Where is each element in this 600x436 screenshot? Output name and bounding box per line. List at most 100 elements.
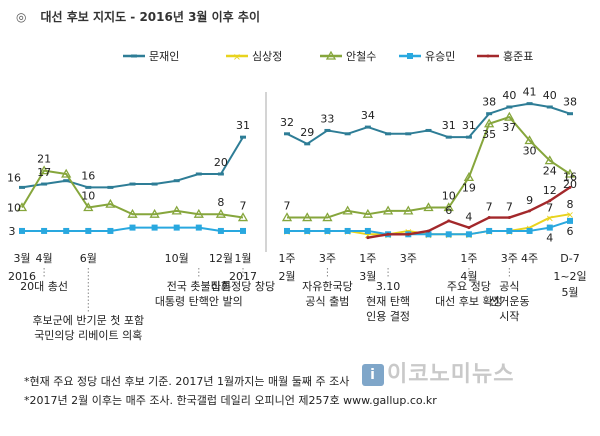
data-label: 6 — [567, 225, 574, 238]
x-tick-label: 4월 — [36, 252, 53, 265]
data-label: 12 — [543, 184, 557, 197]
legend-label: 홍준표 — [503, 49, 533, 63]
footnote-1: *현재 주요 정당 대선 후보 기준. 2017년 1월까지는 매월 둘째 주 … — [24, 375, 350, 388]
data-point-유승민 — [567, 217, 573, 224]
title-text: 대선 후보 지지도 - 2016년 3월 이후 추이 — [40, 10, 260, 24]
data-label: 16 — [81, 169, 95, 182]
data-point-안철수 — [362, 208, 373, 218]
data-label: 6 — [445, 204, 452, 217]
x-tick-label: 1주 — [278, 252, 295, 265]
data-point-안철수 — [544, 155, 555, 165]
x-tick-label: 6월 — [80, 252, 97, 265]
data-point-홍준표 — [487, 216, 491, 220]
data-point-홍준표 — [548, 199, 552, 203]
data-point-홍준표 — [507, 216, 511, 220]
annotation-text: 공식 출범 — [305, 295, 349, 308]
data-label: 38 — [482, 96, 496, 109]
data-point-안철수 — [504, 111, 515, 121]
annotation-text: 20대 총선 — [20, 280, 68, 293]
data-point-안철수 — [237, 212, 249, 222]
data-label: 30 — [523, 145, 537, 158]
legend-label: 유승민 — [425, 50, 455, 63]
data-point-유승민 — [240, 227, 246, 234]
data-label: 10 — [7, 202, 21, 215]
data-point-유승민 — [304, 227, 311, 234]
x-month-label: 1~2일 — [553, 269, 586, 283]
annotation-text: 바른정당 창당 — [211, 280, 275, 293]
data-point-안철수 — [171, 205, 182, 215]
data-point-유승민 — [195, 224, 202, 231]
data-point-유승민 — [129, 224, 136, 231]
data-point-안철수 — [322, 212, 333, 222]
legend-label: 안철수 — [346, 50, 376, 63]
x-tick-label: 1주 — [359, 252, 376, 265]
data-point-유승민 — [151, 224, 158, 231]
x-tick-label: 1주 — [460, 252, 477, 265]
data-label: 8 — [217, 196, 224, 209]
x-tick-label: 3주 — [319, 252, 336, 265]
data-point-안철수 — [463, 172, 475, 182]
x-month-label: 2월 — [278, 270, 295, 283]
data-label: 21 — [37, 153, 51, 166]
series-line-안철수 — [287, 116, 571, 219]
annotation-text: 선거운동 — [489, 295, 529, 308]
annotation-text: 인용 결정 — [366, 310, 410, 323]
data-point-홍준표 — [528, 209, 532, 213]
data-label: 7 — [284, 200, 291, 213]
data-point-안철수 — [105, 198, 116, 208]
data-point-유승민 — [526, 227, 533, 234]
data-point-유승민 — [173, 224, 180, 231]
data-label: 4 — [546, 232, 553, 245]
data-point-유승민 — [324, 227, 331, 234]
data-label: 31 — [462, 119, 476, 132]
x-tick-label: 4주 — [521, 252, 538, 265]
data-label: 9 — [526, 194, 533, 207]
data-label: 16 — [563, 170, 577, 183]
data-label: 31 — [236, 119, 250, 132]
annotation-text: 공식 — [499, 280, 519, 293]
legend-label: 문재인 — [149, 50, 179, 63]
data-point-안철수 — [83, 202, 94, 212]
data-point-유승민 — [546, 224, 553, 231]
annotation-text: 주요 정당 — [447, 280, 491, 293]
data-point-유승민 — [425, 231, 432, 238]
data-label: 40 — [502, 89, 516, 102]
data-point-심상정: × — [566, 210, 574, 221]
data-point-유승민 — [364, 227, 371, 234]
data-label: 32 — [280, 116, 294, 129]
annotation-text: 3.10 — [376, 280, 401, 293]
data-point-유승민 — [41, 227, 48, 234]
annotation-text: 후보군에 반기문 첫 포함 — [32, 314, 144, 327]
data-label: 40 — [543, 89, 557, 102]
data-point-유승민 — [217, 227, 224, 234]
legend-swatch-marker — [325, 50, 337, 60]
x-tick-label: 1월 — [234, 252, 251, 265]
data-label: 24 — [543, 165, 557, 178]
x-tick-label: 12월 — [209, 252, 233, 265]
x-tick-label: 3주 — [501, 252, 518, 265]
data-label: 10 — [442, 190, 456, 203]
x-month-label: 3월 — [359, 270, 376, 283]
data-label: 20 — [563, 178, 577, 191]
data-point-홍준표 — [427, 229, 430, 233]
data-label: 3 — [9, 225, 16, 238]
watermark-logo: i — [362, 364, 384, 386]
data-point-안철수 — [564, 168, 576, 178]
data-label: 10 — [81, 190, 95, 203]
annotation-text: 대통령 탄핵안 발의 — [155, 295, 243, 308]
data-point-안철수 — [215, 208, 227, 218]
x-month-label: 5월 — [561, 286, 578, 299]
footnotes: *현재 주요 정당 대선 후보 기준. 2017년 1월까지는 매월 둘째 주 … — [24, 372, 437, 410]
data-point-홍준표 — [366, 236, 370, 240]
watermark: i 이코노미뉴스 — [362, 356, 514, 388]
data-point-홍준표 — [406, 232, 410, 236]
data-label: 7 — [486, 201, 493, 214]
x-tick-label: 3월 — [13, 252, 30, 265]
data-label: 4 — [465, 211, 472, 224]
data-point-안철수 — [127, 208, 138, 218]
legend-label: 심상정 — [252, 50, 282, 63]
data-point-유승민 — [445, 231, 452, 238]
data-point-안철수 — [149, 208, 160, 218]
